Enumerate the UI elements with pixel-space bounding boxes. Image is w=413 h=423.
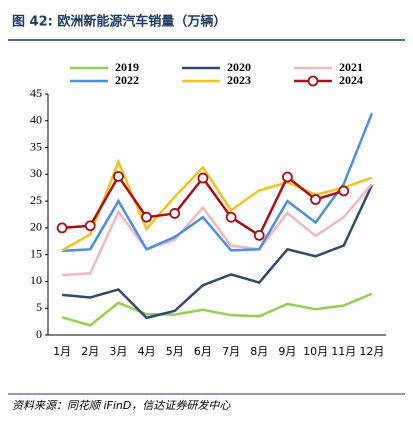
x-tick-label: 10月 [303,345,328,358]
legend-label: 2019 [115,60,139,74]
y-tick-label: 5 [36,300,42,314]
legend-label: 2020 [227,60,251,74]
legend-label: 2023 [227,73,251,87]
y-tick-label: 45 [30,86,42,100]
marker [338,185,350,197]
line [62,112,374,253]
x-tick-label: 8月 [250,345,268,358]
x-tick-label: 12月 [359,345,384,358]
marker [225,211,237,223]
marker [253,229,265,241]
y-tick-label: 25 [30,193,42,207]
x-tick-label: 7月 [222,345,240,358]
legend-label: 2021 [339,60,363,74]
chart-title: 图 42: 欧洲新能源汽车销量（万辆） [12,14,226,30]
legend-label: 2024 [339,73,363,87]
y-tick-label: 15 [30,246,42,260]
y-tick-label: 0 [36,327,42,341]
marker [197,172,209,184]
x-tick-label: 5月 [166,345,184,358]
x-tick-label: 4月 [138,345,156,358]
marker [169,208,181,219]
x-tick-label: 2月 [81,345,99,358]
marker [282,171,293,183]
y-tick-label: 10 [30,273,42,287]
x-tick-label: 9月 [278,345,296,358]
marker [141,211,152,223]
line [61,158,373,252]
line [62,183,373,277]
x-tick-label: 11月 [331,345,356,358]
x-tick-label: 6月 [194,345,212,358]
x-tick-label: 3月 [109,345,127,358]
legend-label: 2022 [115,73,139,87]
marker [84,220,96,232]
y-tick-label: 40 [30,113,42,127]
marker [310,194,321,205]
legend-marker [307,75,319,87]
y-tick-label: 35 [30,139,42,153]
x-tick-label: 1月 [53,345,71,358]
y-tick-label: 20 [30,220,42,234]
line [61,184,374,320]
marker [56,222,68,234]
marker [113,171,124,182]
line [61,292,373,327]
source: 资料来源：同花顺 iFinD，信达证券研发中心 [12,399,231,412]
y-tick-label: 30 [30,166,42,180]
